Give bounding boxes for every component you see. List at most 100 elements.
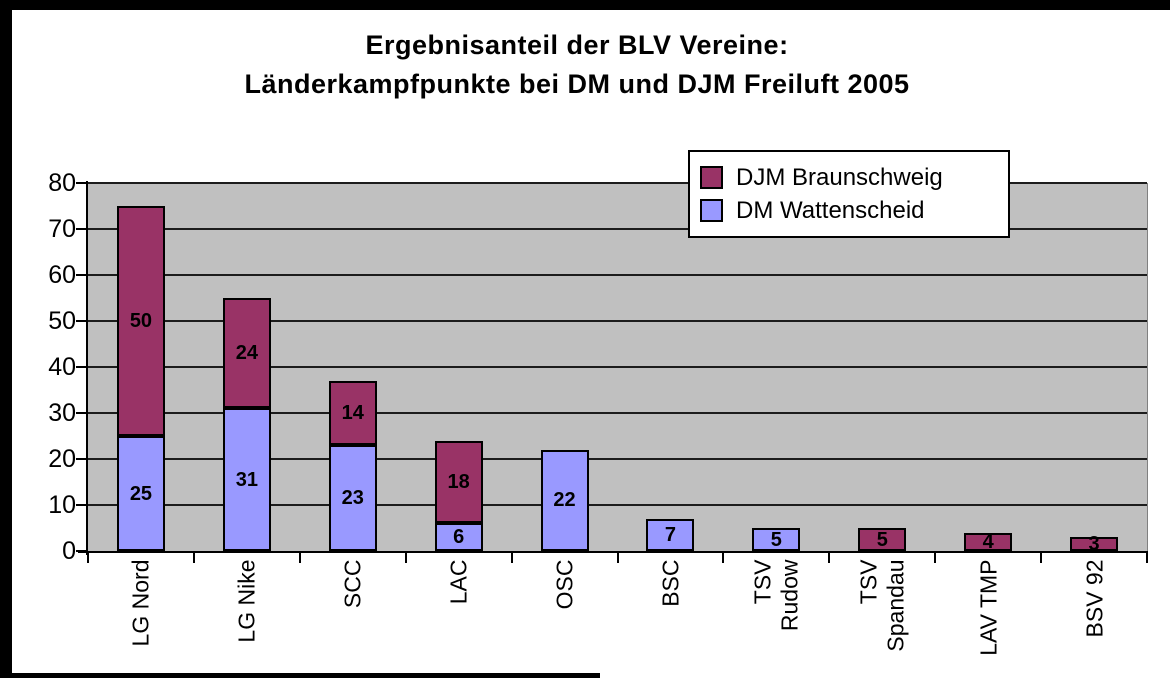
bar-segment <box>222 408 271 551</box>
bar-value-label: 14 <box>341 402 364 424</box>
x-category-label-text: OSC <box>551 559 578 610</box>
x-category-label-text: LAV TMP <box>974 559 1001 656</box>
gridline <box>88 320 1147 322</box>
x-category-label: BSC <box>637 560 703 675</box>
x-category-label: LAV TMP <box>955 560 1021 675</box>
bar-segment <box>222 298 271 409</box>
x-axis-tick-mark <box>722 551 725 563</box>
bar-segment <box>540 449 589 551</box>
x-axis-tick-mark <box>404 551 407 563</box>
legend-item-label: DJM Braunschweig <box>736 163 943 191</box>
x-category-label-text: BSV 92 <box>1080 559 1107 638</box>
image-border-left <box>0 0 12 678</box>
bar-segment <box>434 440 483 524</box>
x-category-label: TSV Rudow <box>743 560 809 675</box>
x-category-label-text: BSC <box>656 559 683 607</box>
x-category-label-text: LG Nike <box>233 559 260 643</box>
x-category-label: SCC <box>320 560 386 675</box>
gridline <box>88 182 1147 184</box>
bar-value-label: 31 <box>235 468 258 491</box>
x-category-label: LAC <box>426 560 492 675</box>
y-axis-tick-mark <box>76 550 86 552</box>
x-category-label-text: TSV Spandau <box>855 559 909 652</box>
legend-item: DJM Braunschweig <box>700 164 998 192</box>
gridline <box>88 366 1147 368</box>
legend-swatch-icon <box>700 199 723 222</box>
x-category-label-text: LG Nord <box>127 559 154 647</box>
x-axis-tick-mark <box>510 551 513 563</box>
y-axis-tick-mark <box>76 458 86 460</box>
bar-segment <box>646 518 695 551</box>
x-category-label: BSV 92 <box>1061 560 1127 675</box>
bar-segment <box>752 528 801 551</box>
bar-segment <box>858 528 907 551</box>
legend-item: DM Wattenscheid <box>700 197 998 225</box>
x-category-label: LG Nike <box>214 560 280 675</box>
y-axis-tick-label: 50 <box>48 307 76 335</box>
y-axis-tick-mark <box>76 228 86 230</box>
chart-title-line-1: Ergebnisanteil der BLV Vereine: <box>365 30 789 60</box>
bar-segment <box>116 436 165 551</box>
bar-value-label: 25 <box>129 482 153 505</box>
image-border-top <box>0 0 1170 10</box>
x-axis-line <box>78 551 1147 553</box>
x-axis-tick-mark <box>87 551 89 563</box>
legend: DJM Braunschweig DM Wattenscheid <box>688 150 1010 238</box>
gridline <box>88 504 1147 506</box>
x-category-label-text: SCC <box>339 559 366 609</box>
x-category-label: TSV Spandau <box>849 560 915 675</box>
y-axis-tick-mark <box>76 182 86 184</box>
y-axis-tick-label: 20 <box>48 445 76 473</box>
y-axis-tick-mark <box>76 366 86 368</box>
legend-item-label: DM Wattenscheid <box>736 196 925 224</box>
x-category-label: OSC <box>532 560 598 675</box>
y-axis-tick-label: 10 <box>48 491 76 519</box>
x-axis-tick-mark <box>828 551 831 563</box>
legend-swatch-icon <box>700 166 723 189</box>
x-category-label: LG Nord <box>108 560 174 675</box>
bar-value-label: 18 <box>447 471 470 493</box>
bar-value-label: 5 <box>876 528 888 551</box>
y-axis-tick-label: 30 <box>48 399 76 427</box>
bar-segment <box>964 532 1013 551</box>
x-axis-tick-mark <box>934 551 937 563</box>
bar-value-label: 7 <box>664 523 676 546</box>
x-axis-tick-mark <box>616 551 619 563</box>
x-category-label-text: LAC <box>445 559 472 605</box>
gridline <box>88 228 1147 230</box>
chart-title: Ergebnisanteil der BLV Vereine: Länderka… <box>12 26 1142 104</box>
bar-value-label: 23 <box>341 487 364 510</box>
bar-value-label: 24 <box>235 342 258 365</box>
y-axis-tick-label: 70 <box>48 215 76 243</box>
bar-value-label: 50 <box>129 310 153 332</box>
x-axis-tick-mark <box>1040 551 1043 563</box>
y-axis-tick-mark <box>76 274 86 276</box>
gridline <box>88 458 1147 460</box>
x-axis-tick-mark <box>298 551 301 563</box>
bar-value-label: 6 <box>453 526 465 549</box>
x-axis-tick-mark <box>1146 551 1148 563</box>
gridline <box>88 274 1147 276</box>
bar-value-label: 4 <box>982 530 994 553</box>
bar-segment <box>328 445 377 551</box>
chart-title-line-2: Länderkampfpunkte bei DM und DJM Freiluf… <box>244 69 910 99</box>
x-axis-tick-mark <box>192 551 195 563</box>
y-axis-tick-mark <box>76 412 86 414</box>
y-axis-tick-label: 40 <box>48 353 76 381</box>
gridline <box>88 412 1147 414</box>
x-category-label-text: TSV Rudow <box>749 559 803 632</box>
y-axis-tick-label: 60 <box>48 261 76 289</box>
bar-segment <box>116 206 165 436</box>
y-axis-tick-label: 0 <box>62 537 76 565</box>
bar-value-label: 22 <box>553 489 576 512</box>
bar-segment <box>328 380 377 446</box>
y-axis-line <box>86 181 88 555</box>
image-border-bottom <box>0 673 600 678</box>
y-axis-tick-label: 80 <box>48 169 76 197</box>
bar-value-label: 5 <box>770 528 782 551</box>
bar-segment <box>434 523 483 551</box>
y-axis-tick-mark <box>76 504 86 506</box>
bar-value-label: 3 <box>1088 533 1100 556</box>
bar-segment <box>1070 537 1119 551</box>
